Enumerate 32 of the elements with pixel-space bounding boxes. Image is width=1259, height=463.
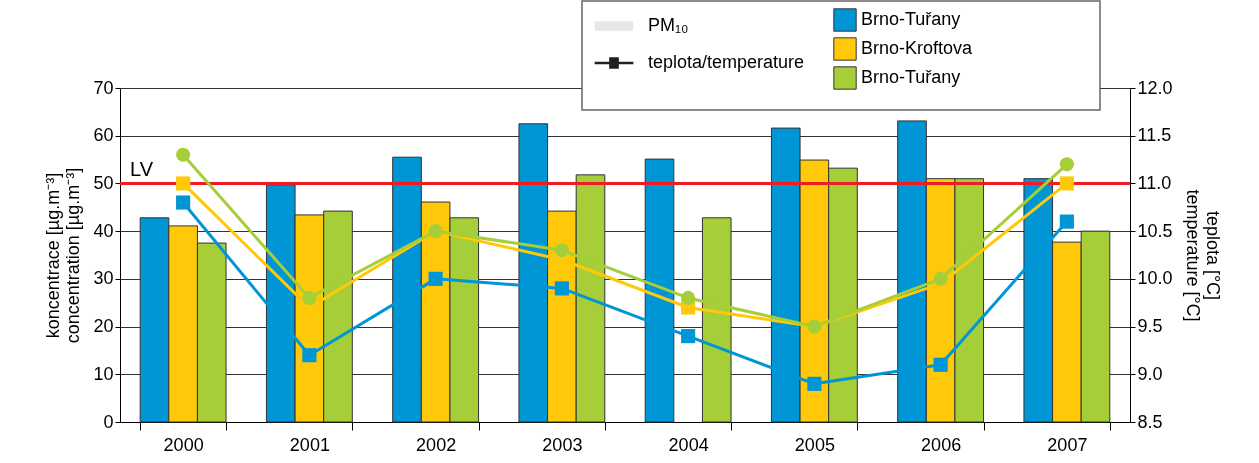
y2-tick-label: 9.5: [1137, 316, 1163, 337]
y2-tick-label: 12.0: [1137, 77, 1173, 98]
x-tick-label: 2006: [921, 434, 962, 455]
legend-label: Brno-Tuřany: [861, 9, 961, 29]
y-tick-label: 50: [93, 172, 114, 193]
y-axis-title: koncentrace [µg.m⁻³] concentration [µg.m⁻³]: [43, 167, 84, 344]
ref-line-label: LV: [130, 158, 154, 181]
y-tick-label: 10: [93, 363, 114, 384]
x-tick-label: 2004: [668, 434, 709, 455]
x-tick-label: 2001: [289, 434, 330, 455]
y2-tick-label: 9.0: [1137, 363, 1163, 384]
x-tick-label: 2000: [163, 434, 204, 455]
y-tick-label: 70: [93, 77, 114, 98]
y2-tick-label: 11.0: [1137, 172, 1172, 193]
legend-label: Brno-Kroftova: [861, 38, 974, 58]
text: PM₁₀: [648, 15, 689, 35]
y-tick-label: 0: [103, 411, 114, 432]
text: teplota/temperature: [648, 52, 805, 72]
y2-axis-title: teplota [°C] temperature [°C]: [1182, 189, 1223, 322]
legend-label: Brno-Tuřany: [861, 67, 961, 87]
y2-tick-label: 10.5: [1137, 220, 1173, 241]
y-tick-label: 30: [93, 268, 114, 289]
y2-tick-label: 10.0: [1137, 268, 1173, 289]
x-tick-label: 2003: [542, 434, 583, 455]
y2-tick-label: 8.5: [1137, 411, 1163, 432]
x-tick-label: 2007: [1047, 434, 1088, 455]
x-tick-label: 2002: [416, 434, 457, 455]
x-tick-label: 2005: [794, 434, 835, 455]
y-tick-label: 40: [93, 220, 114, 241]
y-tick-label: 60: [93, 125, 114, 146]
y-tick-label: 20: [93, 316, 114, 337]
y2-tick-label: 11.5: [1137, 125, 1172, 146]
